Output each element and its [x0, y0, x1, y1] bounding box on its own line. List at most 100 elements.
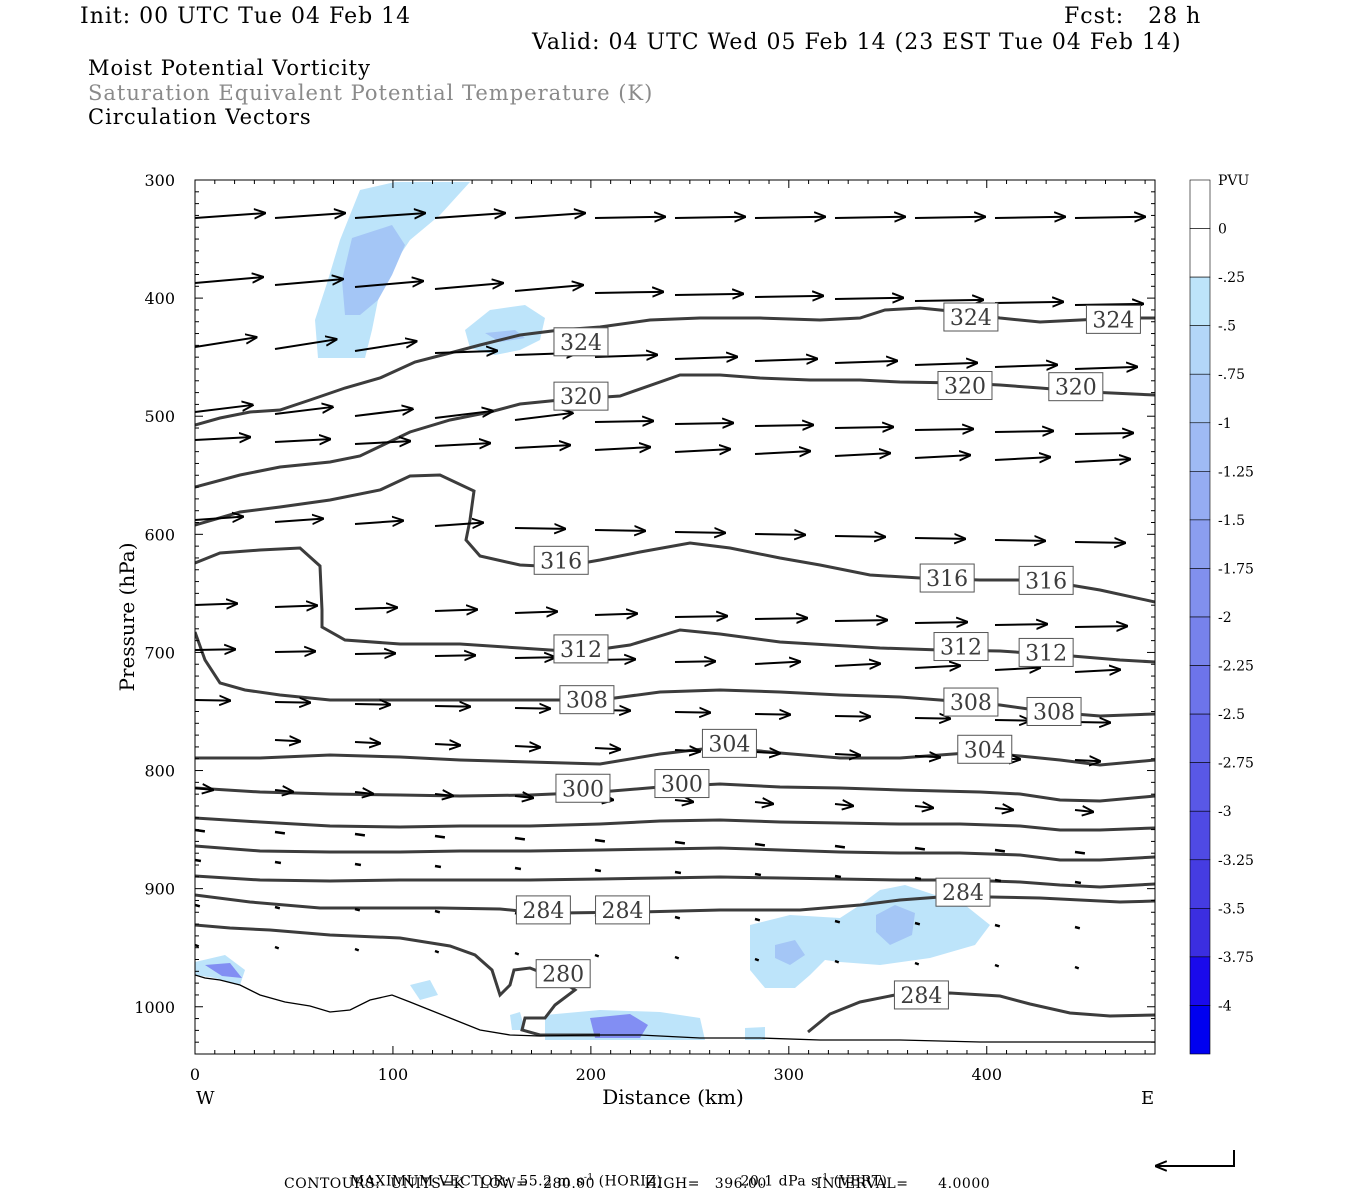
- wind-vector: [354, 341, 416, 352]
- wind-vector: [754, 296, 823, 297]
- wind-vector: [274, 213, 345, 218]
- wind-vector: [674, 915, 681, 920]
- wind-vector: [674, 800, 693, 802]
- wind-vector: [754, 425, 813, 426]
- valid-time: Valid: 04 UTC Wed 05 Feb 14 (23 EST Tue …: [532, 30, 1182, 55]
- contour-label: 304: [701, 728, 757, 758]
- y-axis-title: Pressure (hPa): [115, 543, 139, 692]
- wind-vector: [434, 706, 470, 707]
- wind-vector: [195, 700, 230, 701]
- wind-vector: [914, 217, 985, 218]
- wind-vector: [594, 421, 653, 422]
- x-tick-label: 100: [378, 1065, 409, 1084]
- wind-vector: [914, 622, 967, 623]
- wind-vector: [674, 955, 680, 960]
- wind-vector: [674, 357, 737, 359]
- wind-vector: [674, 217, 745, 218]
- contour-labels: 324 324 324 320 320 320 316 316 316 312 312 312 308 3…: [515, 302, 1141, 1010]
- contour-label: 324: [1085, 304, 1141, 334]
- wind-vector: [195, 405, 253, 413]
- colorbar-swatch: [1189, 519, 1211, 569]
- wind-vector: [274, 790, 293, 792]
- contour-label-text: 320: [944, 375, 986, 400]
- x-label-west: W: [196, 1088, 215, 1109]
- wind-vector: [834, 919, 841, 924]
- colorbar-swatch: [1189, 228, 1211, 278]
- contour-label: 320: [553, 381, 609, 411]
- contour-label: 324: [943, 302, 999, 332]
- wind-vector: [514, 612, 557, 613]
- wind-vector: [994, 624, 1047, 625]
- wind-vector: [1074, 965, 1080, 970]
- colorbar-label: -1.25: [1218, 464, 1254, 480]
- wind-vector: [434, 443, 490, 446]
- wind-vector: [274, 651, 315, 652]
- x-tick-label: 300: [774, 1065, 805, 1084]
- reference-vector-icon: [1156, 1150, 1235, 1166]
- wind-vector: [354, 862, 362, 867]
- contour-label: 284: [515, 895, 571, 925]
- theta-contours: [195, 306, 1155, 1037]
- contour-label-text: 312: [1025, 641, 1067, 666]
- colorbar-label: -3.25: [1218, 853, 1254, 869]
- contour-label-text: 320: [560, 385, 602, 410]
- contour-label-text: 304: [708, 732, 750, 757]
- colorbar-label: -3.75: [1218, 950, 1254, 966]
- wind-vector: [994, 457, 1050, 460]
- wind-vector: [674, 840, 686, 845]
- contour-label: 312: [1018, 637, 1074, 667]
- wind-vector: [514, 951, 520, 956]
- wind-vector: [834, 959, 840, 964]
- wind-vector: [195, 943, 200, 948]
- wind-vector: [754, 534, 805, 535]
- wind-vector: [914, 806, 933, 808]
- contour-label: 280: [535, 959, 591, 989]
- x-axis: 0 100 200 300 400: [190, 180, 1146, 1084]
- wind-vector: [195, 828, 206, 833]
- colorbar-swatch: [1189, 859, 1211, 909]
- wind-vector: [274, 279, 343, 286]
- contour-label: 312: [933, 632, 989, 662]
- wind-vector: [274, 830, 286, 835]
- wind-vector: [994, 431, 1053, 432]
- contour-label: 284: [595, 895, 651, 925]
- wind-vector: [434, 411, 493, 419]
- colorbar-label: -.5: [1218, 319, 1236, 335]
- wind-vector: [354, 742, 380, 743]
- contour-label-text: 316: [926, 567, 968, 592]
- contour-label: 320: [937, 371, 993, 401]
- wind-vector: [195, 788, 213, 790]
- contour-label-text: 308: [1033, 700, 1075, 725]
- colorbar-swatch: [1189, 1005, 1211, 1055]
- wind-vector: [1074, 542, 1125, 543]
- wind-vector: [195, 213, 265, 218]
- wind-vector: [195, 604, 237, 605]
- wind-vector: [914, 846, 926, 851]
- wind-vector: [594, 614, 637, 615]
- pv-colorbar: 0 -.25 -.5 -.75 -1 -1.25 -1.5 -1.75 -2 -2.25 -2.5 -…: [1189, 179, 1254, 1055]
- contour-label: 320: [1048, 372, 1104, 402]
- wind-vector: [1074, 670, 1120, 672]
- wind-vector: [195, 517, 243, 520]
- colorbar-label: -.75: [1218, 367, 1245, 383]
- wind-vector: [594, 868, 602, 873]
- contour-label: 284: [893, 980, 949, 1010]
- wind-vector: [994, 878, 1002, 883]
- wind-vector: [514, 445, 570, 448]
- colorbar-swatch: [1189, 422, 1211, 472]
- wind-vector: [994, 848, 1006, 853]
- wind-vector: [834, 716, 870, 717]
- wind-vector: [354, 608, 397, 609]
- contour-label-text: 304: [964, 738, 1006, 763]
- wind-vector: [514, 746, 540, 747]
- wind-vector: [594, 292, 663, 293]
- contour-label-text: 284: [942, 881, 984, 906]
- wind-vector: [274, 702, 310, 703]
- wind-vector: [754, 872, 762, 877]
- contour-label-text: 316: [540, 549, 582, 574]
- wind-vector: [1074, 925, 1081, 930]
- wind-vector: [354, 441, 410, 444]
- wind-vector: [514, 213, 585, 218]
- colorbar-unit: PVU: [1218, 173, 1250, 189]
- field-title-theta-es: Saturation Equivalent Potential Temperat…: [88, 81, 654, 105]
